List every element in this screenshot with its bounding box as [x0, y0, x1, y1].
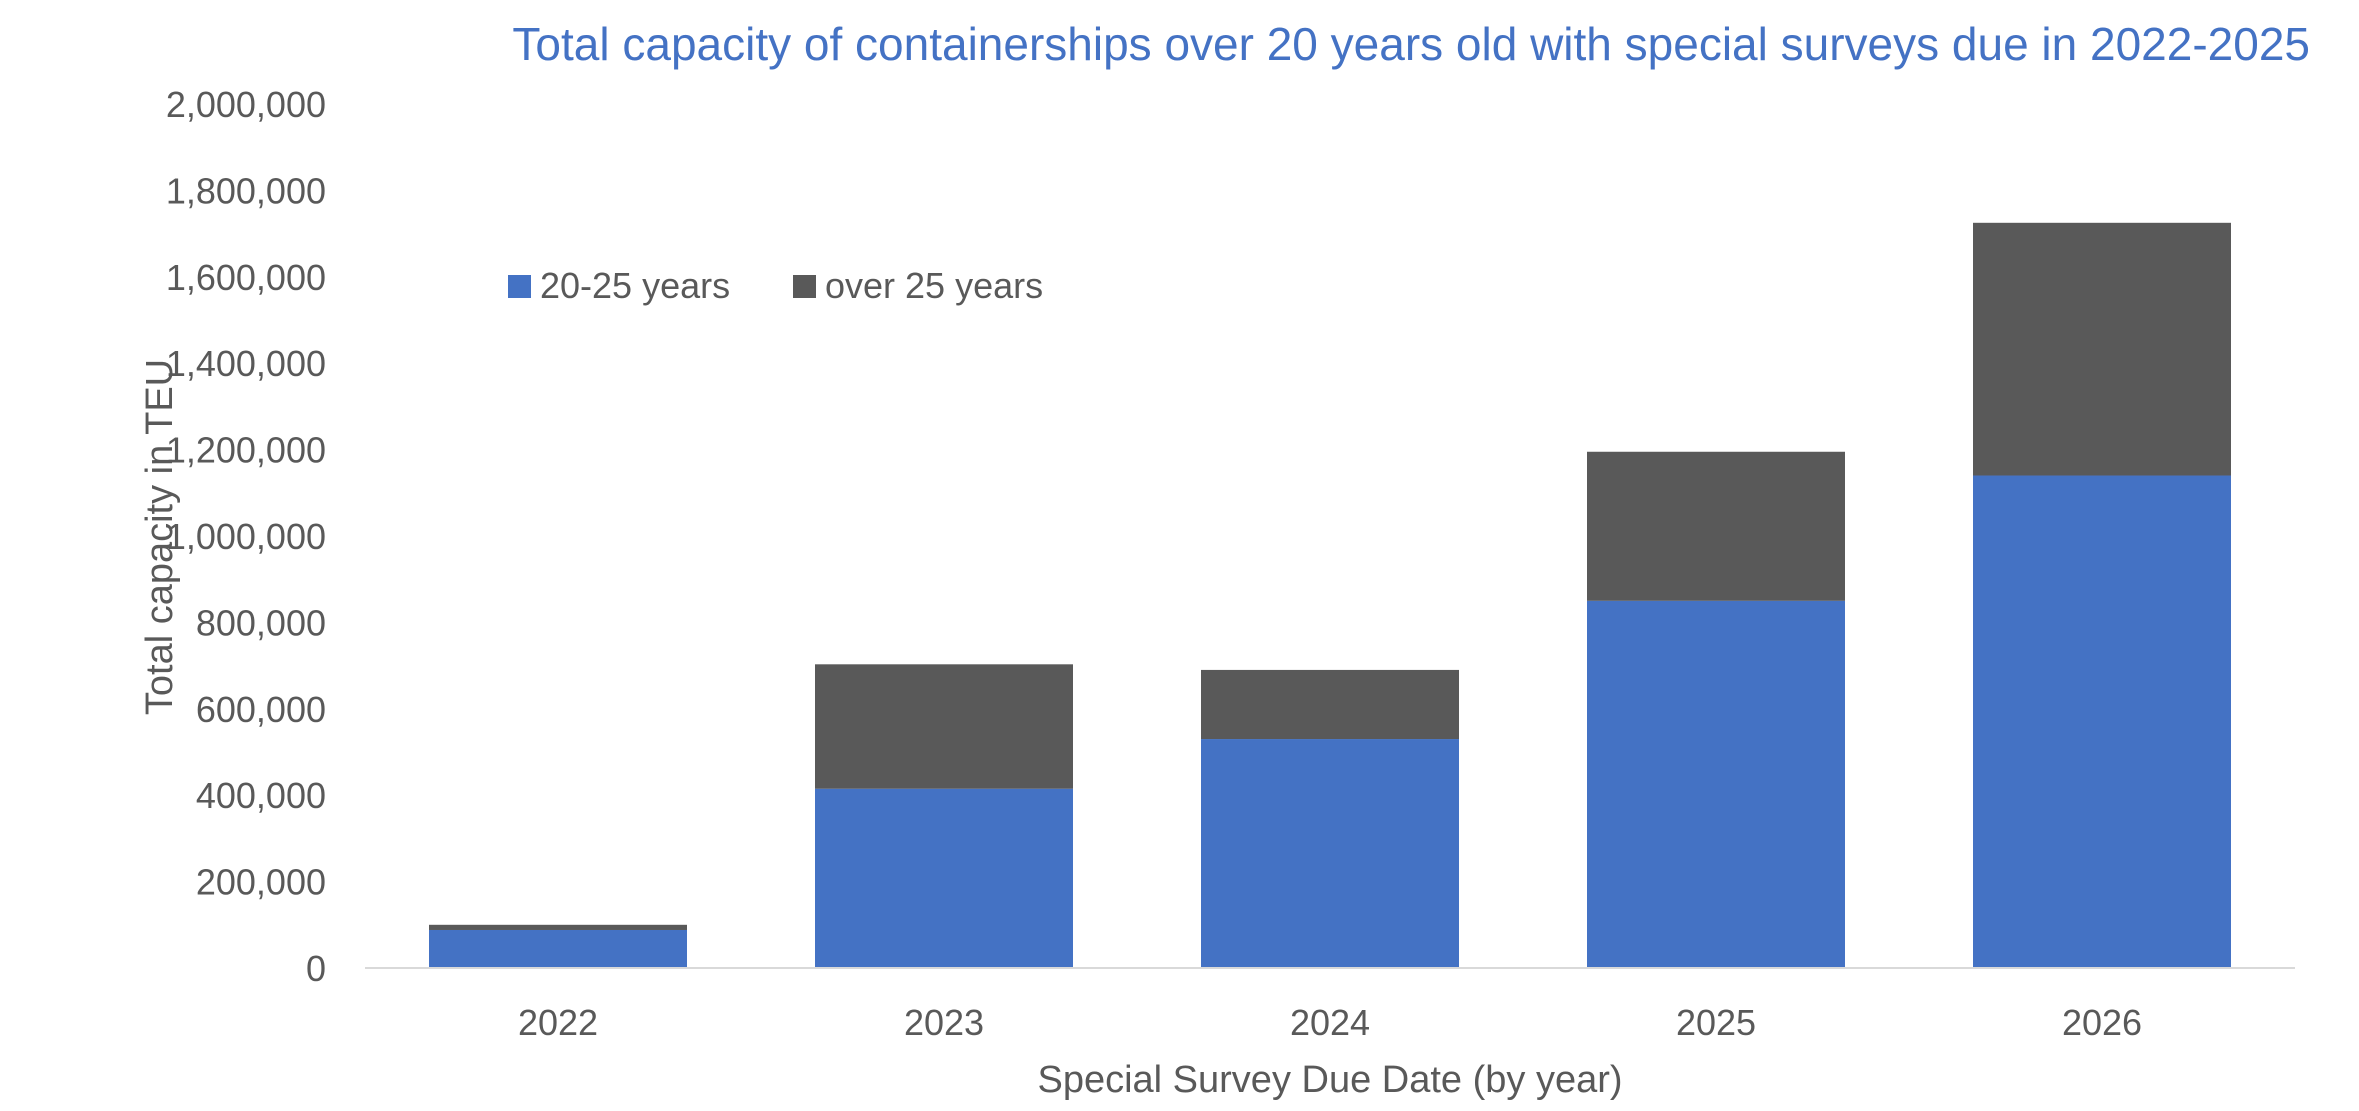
bar-segment-age-20-25-2026 — [1973, 475, 2231, 968]
x-tick-label: 2022 — [518, 1002, 598, 1043]
bar-segment-age-20-25-2025 — [1587, 600, 1845, 968]
y-axis-label: Total capacity in TEU — [139, 359, 181, 715]
y-axis: 0 200,000 400,000 600,000 800,000 1,000,000 1,… — [166, 84, 326, 989]
bar-segment-age-20-25-2022 — [429, 929, 687, 968]
bars — [429, 222, 2231, 968]
legend: 20-25 years over 25 years — [508, 265, 1043, 306]
bar-segment-age-over-25-2022 — [429, 924, 687, 930]
x-tick-label: 2024 — [1290, 1002, 1370, 1043]
y-tick-label: 1,800,000 — [166, 170, 326, 211]
x-tick-label: 2023 — [904, 1002, 984, 1043]
y-tick-label: 2,000,000 — [166, 84, 326, 125]
bar-segment-age-over-25-2025 — [1587, 451, 1845, 601]
y-tick-label: 0 — [306, 948, 326, 989]
legend-label-age-20-25: 20-25 years — [540, 265, 730, 306]
x-tick-label: 2026 — [2062, 1002, 2142, 1043]
y-tick-label: 200,000 — [196, 862, 326, 903]
bar-segment-age-over-25-2023 — [815, 664, 1073, 789]
legend-swatch-age-20-25 — [508, 275, 531, 298]
legend-label-age-over-25: over 25 years — [825, 265, 1043, 306]
y-tick-label: 1,600,000 — [166, 257, 326, 298]
bar-segment-age-20-25-2023 — [815, 788, 1073, 968]
chart-title: Total capacity of containerships over 20… — [512, 18, 2310, 70]
y-tick-label: 1,000,000 — [166, 516, 326, 557]
y-tick-label: 1,200,000 — [166, 430, 326, 471]
bar-segment-age-over-25-2026 — [1973, 222, 2231, 476]
y-tick-label: 400,000 — [196, 775, 326, 816]
bar-segment-age-20-25-2024 — [1201, 739, 1459, 968]
x-tick-label: 2025 — [1676, 1002, 1756, 1043]
y-tick-label: 1,400,000 — [166, 343, 326, 384]
x-axis-label: Special Survey Due Date (by year) — [1037, 1059, 1622, 1101]
y-tick-label: 800,000 — [196, 602, 326, 643]
bar-segment-age-over-25-2024 — [1201, 669, 1459, 740]
y-tick-label: 600,000 — [196, 689, 326, 730]
legend-swatch-age-over-25 — [793, 275, 816, 298]
x-axis: 2022 2023 2024 2025 2026 — [518, 1002, 2142, 1043]
